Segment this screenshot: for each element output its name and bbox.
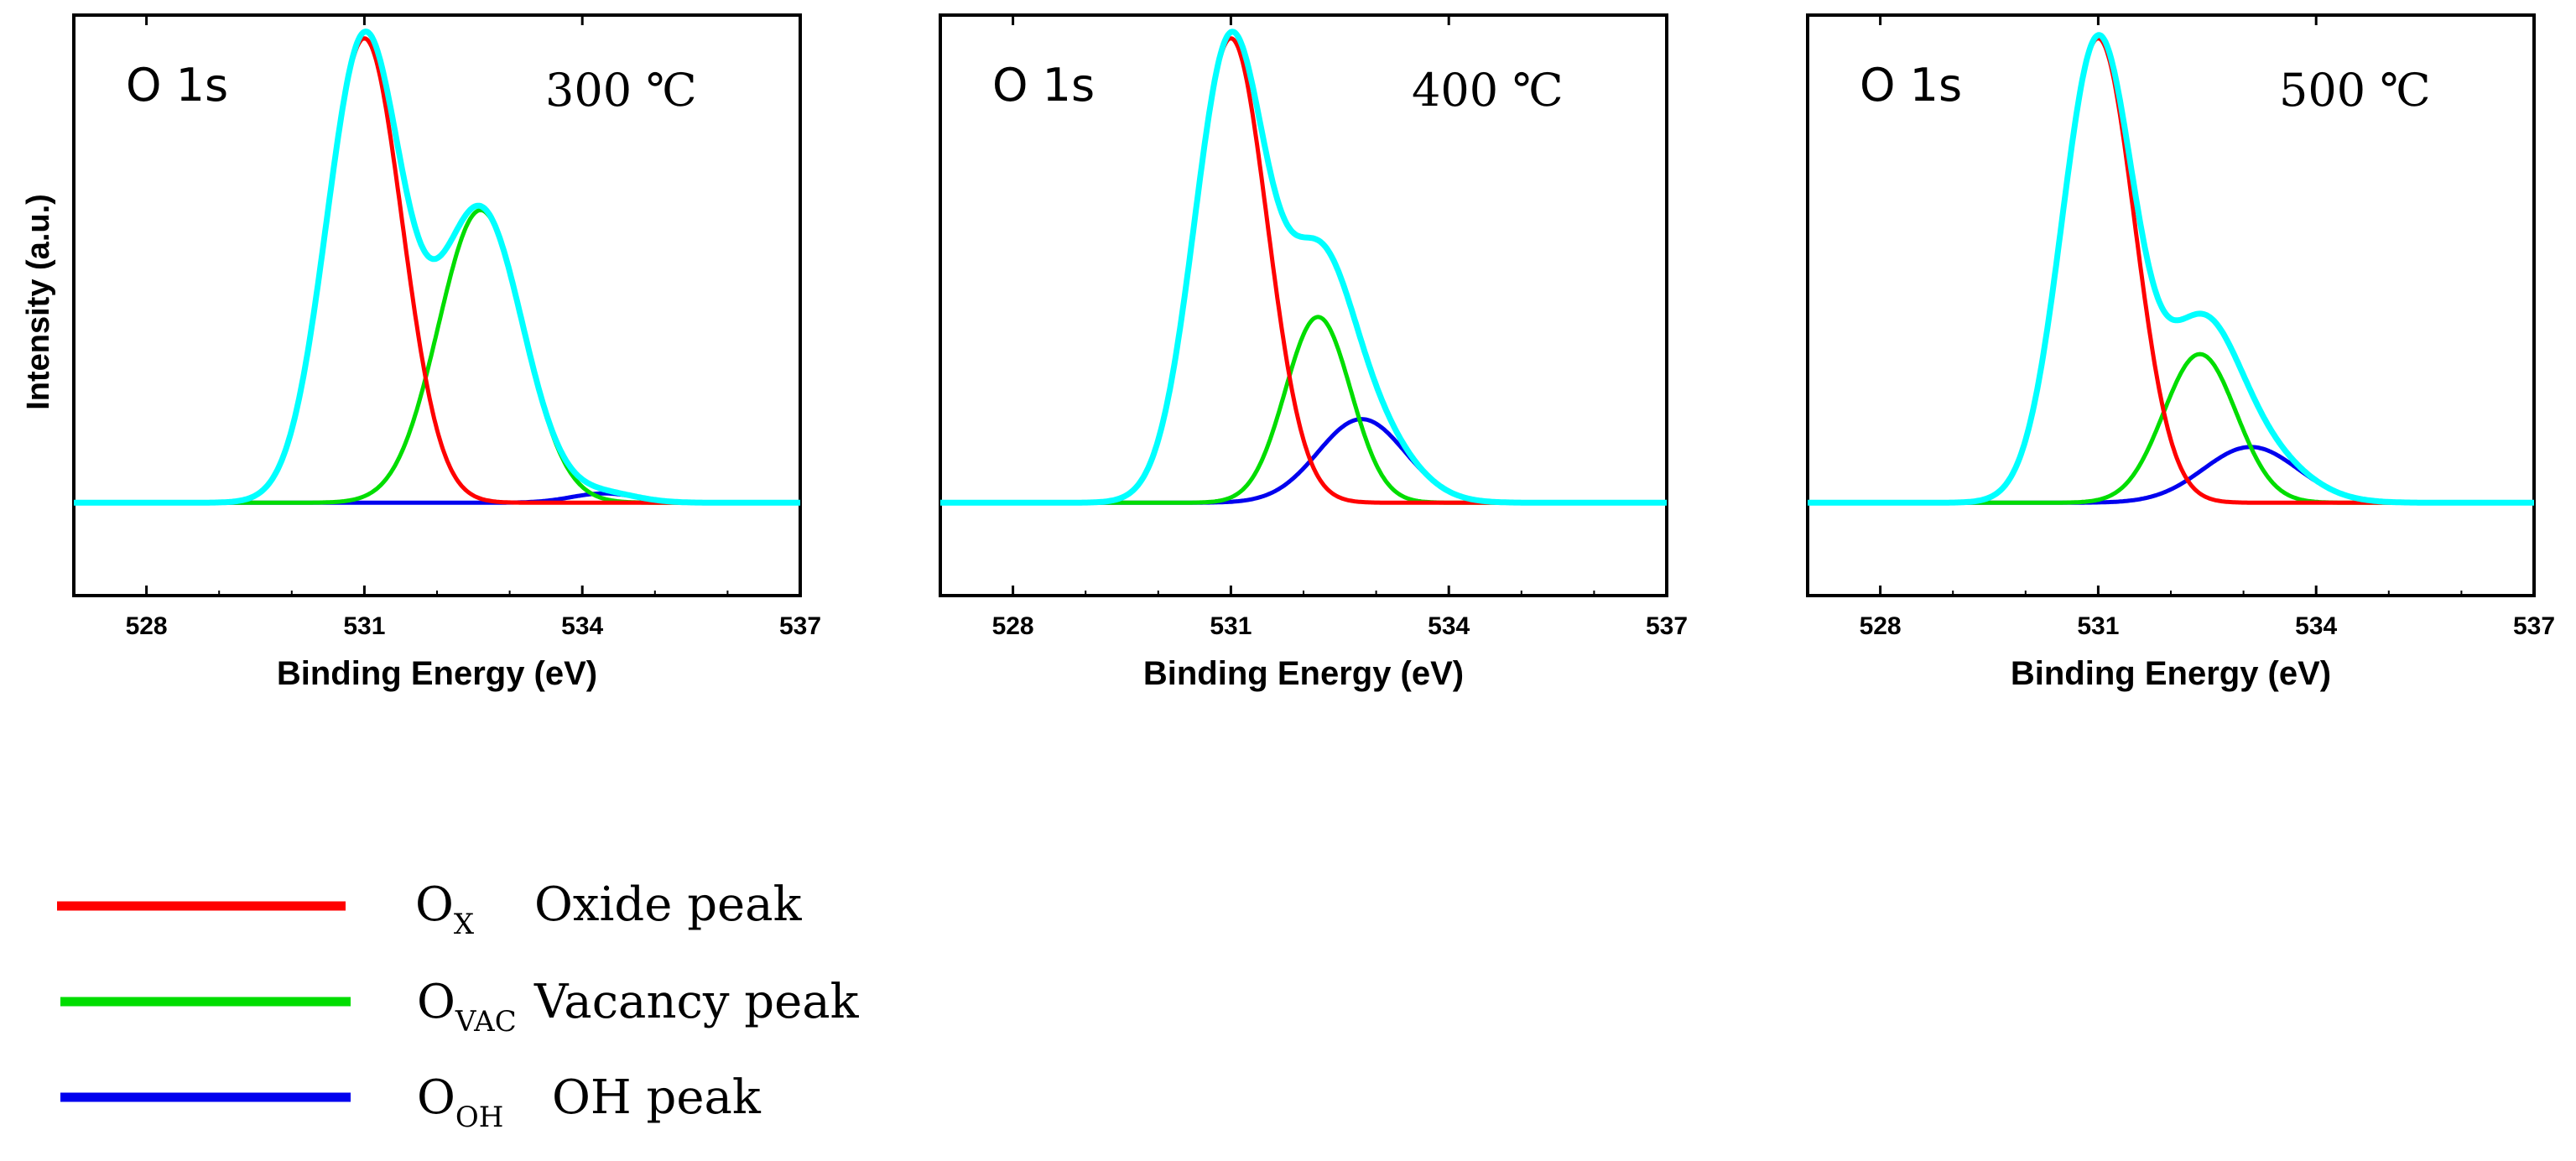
envelope-curve	[1806, 32, 2536, 506]
vacancy-peak-curve	[73, 208, 801, 505]
panel-label: O 1s	[126, 59, 228, 112]
x-tick-label: 537	[1646, 612, 1688, 640]
x-axis-title: Binding Energy (eV)	[277, 655, 597, 692]
legend-label-ox: Oxide peak	[534, 877, 803, 932]
chart-panel-1: 528 531 534 537 Binding Energy (eV) O 1s 300 ℃	[72, 13, 821, 692]
svg-text:OVAC: OVAC	[417, 975, 517, 1039]
oh-peak-curve	[1807, 445, 2535, 505]
vacancy-peak-curve	[939, 315, 1668, 505]
legend-symbol-ox: O	[415, 877, 454, 932]
x-tick-label: 531	[1210, 612, 1252, 640]
oh-peak-curve	[939, 417, 1668, 505]
x-tick-label: 534	[561, 612, 603, 640]
legend-subscript-ovac: VAC	[455, 1005, 517, 1039]
x-tick-label: 534	[2295, 612, 2337, 640]
legend: OX Oxide peak OVAC Vacancy peak OOH OH p…	[57, 877, 860, 1134]
legend-symbol-ovac: O	[417, 975, 455, 1029]
x-tick-label: 528	[126, 612, 168, 640]
x-tick-label: 534	[1428, 612, 1470, 640]
chart-panel-2: 528 531 534 537 Binding Energy (eV) O 1s 400 ℃	[939, 13, 1688, 692]
envelope-curve	[72, 29, 802, 506]
panel-label: O 1s	[992, 59, 1095, 112]
vacancy-peak-curve	[1807, 351, 2535, 505]
temperature-label: 500 ℃	[2279, 64, 2431, 117]
legend-item-ooh: OOH OH peak	[60, 1070, 762, 1134]
temperature-label: 300 ℃	[545, 64, 697, 117]
x-tick-label: 528	[1860, 612, 1902, 640]
temperature-label: 400 ℃	[1412, 64, 1564, 117]
x-tick-label: 528	[992, 612, 1034, 640]
envelope-curve	[939, 29, 1668, 506]
x-axis-title: Binding Energy (eV)	[2011, 655, 2331, 692]
chart-panel-3: 528 531 534 537 Binding Energy (eV) O 1s 500 ℃	[1806, 13, 2555, 692]
x-tick-label: 537	[779, 612, 821, 640]
legend-label-ovac: Vacancy peak	[533, 975, 860, 1029]
svg-text:OOH: OOH	[417, 1070, 503, 1134]
legend-item-ox: OX Oxide peak	[57, 877, 803, 941]
x-tick-label: 537	[2513, 612, 2555, 640]
x-tick-label: 531	[343, 612, 385, 640]
legend-symbol-ooh: O	[417, 1070, 455, 1125]
chart-panels: 528 531 534 537 Binding Energy (eV) O 1s 300 ℃…	[72, 13, 2555, 692]
x-axis-title: Binding Energy (eV)	[1143, 655, 1464, 692]
y-axis-title: Intensity (a.u.)	[21, 194, 56, 410]
legend-label-ooh: OH peak	[552, 1070, 762, 1125]
legend-subscript-ooh: OH	[455, 1101, 504, 1134]
svg-text:OX: OX	[415, 877, 475, 941]
x-tick-label: 531	[2077, 612, 2119, 640]
legend-subscript-ox: X	[454, 908, 475, 941]
legend-item-ovac: OVAC Vacancy peak	[60, 975, 860, 1039]
panel-label: O 1s	[1860, 59, 1962, 112]
